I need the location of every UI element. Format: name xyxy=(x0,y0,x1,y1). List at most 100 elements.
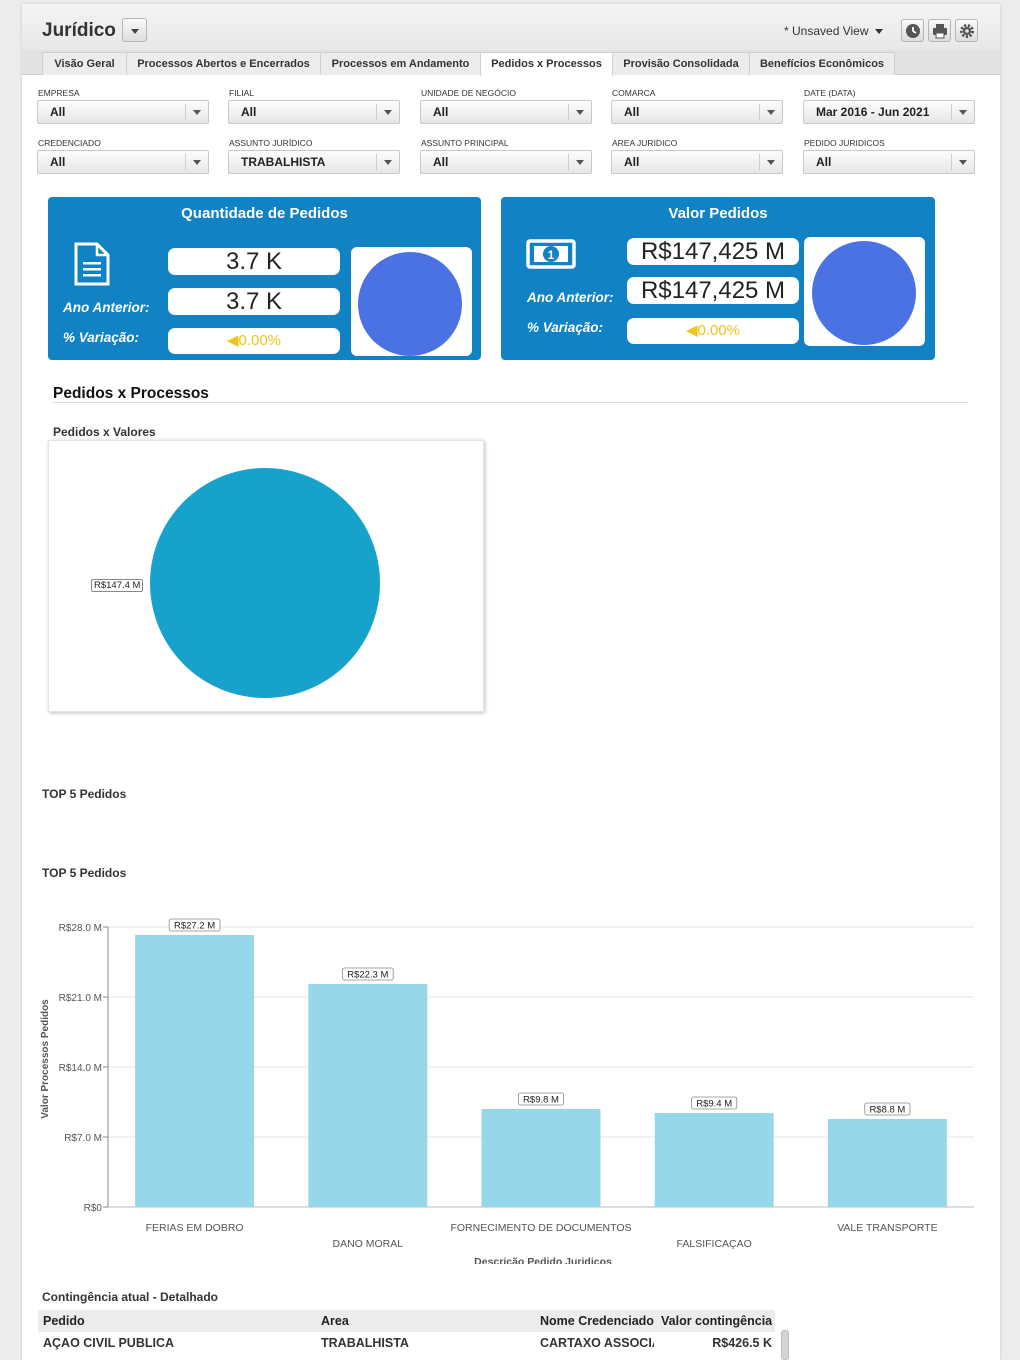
bar-value-label: R$9.4 M xyxy=(696,1099,732,1110)
column-header-valor[interactable]: Valor contingência xyxy=(661,1314,773,1328)
y-tick-label: R$28.0 M xyxy=(59,923,102,934)
header-bar: Jurídico * Unsaved View xyxy=(22,4,1000,50)
chevron-down-icon xyxy=(576,160,584,165)
filter-assunto-juridico[interactable]: TRABALHISTA xyxy=(228,150,400,174)
top5-title-2: TOP 5 Pedidos xyxy=(42,866,127,880)
filter-filial[interactable]: All xyxy=(228,100,400,124)
filter-assunto-principal[interactable]: All xyxy=(420,150,592,174)
table-cell-credenciado: CARTAXO ASSOCIA xyxy=(540,1336,654,1350)
y-tick-label: R$0 xyxy=(84,1203,103,1214)
pie-chart-title: Pedidos x Valores xyxy=(53,425,156,439)
x-tick-label: VALE TRANSPORTE xyxy=(837,1222,937,1234)
tab-visao-geral[interactable]: Visão Geral xyxy=(42,52,127,75)
filter-value: All xyxy=(433,105,449,119)
pie-chart[interactable] xyxy=(49,441,485,713)
filter-pedido-juridicos[interactable]: All xyxy=(803,150,975,174)
filter-comarca[interactable]: All xyxy=(611,100,783,124)
filter-label-comarca: COMARCA xyxy=(612,88,656,98)
filter-value: All xyxy=(433,155,449,169)
kpi-circle-chart xyxy=(358,252,462,356)
tab-provisao-consolidada[interactable]: Provisão Consolidada xyxy=(612,52,750,75)
filter-value: All xyxy=(241,105,257,119)
kpi-circle-chart xyxy=(812,241,916,345)
bar-chart[interactable]: R$0 R$7.0 M R$14.0 M R$21.0 M R$28.0 M R$27.2… xyxy=(22,904,1000,1264)
title-menu-button[interactable] xyxy=(122,18,147,42)
column-header-credenciado[interactable]: Nome Credenciado xyxy=(540,1314,654,1328)
x-axis-label: Descrição Pedido Juridicos xyxy=(474,1256,612,1264)
tab-processos-em-andamento[interactable]: Processos em Andamento xyxy=(320,52,481,75)
bar[interactable] xyxy=(827,1119,947,1207)
filter-unidade-negocio[interactable]: All xyxy=(420,100,592,124)
gear-icon xyxy=(960,24,974,38)
bar[interactable] xyxy=(135,935,255,1207)
table-title: Contingência atual - Detalhado xyxy=(42,1290,219,1304)
table-scrollbar[interactable] xyxy=(781,1330,789,1360)
table-cell-pedido: AÇAO CIVIL PUBLICA xyxy=(43,1336,175,1350)
tab-processos-abertos-encerrados[interactable]: Processos Abertos e Encerrados xyxy=(126,52,321,75)
chevron-down-icon xyxy=(959,110,967,115)
column-header-area[interactable]: Area xyxy=(321,1314,349,1328)
kpi-title: Valor Pedidos xyxy=(668,205,768,222)
filter-label-assunto-juridico: ASSUNTO JURÍDICO xyxy=(229,138,313,148)
bar-value-label: R$8.8 M xyxy=(869,1105,905,1116)
tab-beneficios-economicos[interactable]: Benefícios Econômicos xyxy=(749,52,895,75)
svg-text:1: 1 xyxy=(548,248,555,262)
filter-label-empresa: EMPRESA xyxy=(38,88,80,98)
filter-credenciado[interactable]: All xyxy=(37,150,209,174)
print-button[interactable] xyxy=(928,19,951,42)
history-button[interactable] xyxy=(901,19,924,42)
filter-value: All xyxy=(624,105,640,119)
bar-value-label-box xyxy=(168,918,221,932)
bar[interactable] xyxy=(481,1109,601,1207)
filter-value: All xyxy=(50,155,66,169)
filter-label-filial: FILIAL xyxy=(229,88,255,98)
filter-label-date: DATE (DATA) xyxy=(804,88,856,98)
chevron-down-icon xyxy=(193,110,201,115)
chevron-down-icon xyxy=(131,29,139,34)
kpi-previous-value: 3.7 K xyxy=(168,288,340,315)
filter-label-credenciado: CREDENCIADO xyxy=(38,138,101,148)
chevron-down-icon xyxy=(874,29,883,35)
kpi-variation-value: ◀0.00% xyxy=(627,318,799,344)
clock-icon xyxy=(906,24,920,38)
kpi-previous-value: R$147,425 M xyxy=(627,277,799,304)
view-selector[interactable]: * Unsaved View xyxy=(784,24,883,38)
tab-pedidos-x-processos[interactable]: Pedidos x Processos xyxy=(480,52,613,76)
table-cell-valor: R$426.5 K xyxy=(712,1336,772,1350)
kpi-previous-label: Ano Anterior: xyxy=(63,300,150,315)
filter-empresa[interactable]: All xyxy=(37,100,209,124)
column-header-pedido[interactable]: Pedido xyxy=(43,1314,85,1328)
kpi-variation-label: % Variação: xyxy=(527,320,604,335)
top5-title-1: TOP 5 Pedidos xyxy=(42,787,127,801)
chevron-down-icon xyxy=(576,110,584,115)
dashboard-title: Jurídico xyxy=(42,20,116,41)
bar-value-label: R$9.8 M xyxy=(523,1095,559,1106)
pie-chart-panel: R$147.4 M xyxy=(48,440,484,712)
chevron-down-icon xyxy=(959,160,967,165)
tab-bar: Visão Geral Processos Abertos e Encerrad… xyxy=(22,50,1000,76)
filter-area-juridico[interactable]: All xyxy=(611,150,783,174)
bar-value-label: R$27.2 M xyxy=(174,921,215,932)
pie-slice-label: R$147.4 M xyxy=(91,579,144,592)
y-tick-label: R$21.0 M xyxy=(59,993,102,1004)
filter-value: TRABALHISTA xyxy=(241,155,326,169)
bar[interactable] xyxy=(654,1113,774,1207)
section-title: Pedidos x Processos xyxy=(53,385,209,402)
filter-label-unidade: UNIDADE DE NEGÓCIO xyxy=(421,88,516,98)
document-icon xyxy=(74,242,110,286)
filter-date[interactable]: Mar 2016 - Jun 2021 xyxy=(803,100,975,124)
kpi-card-quantidade: Quantidade de Pedidos 3.7 K Ano Anterior… xyxy=(48,197,481,360)
bar[interactable] xyxy=(308,984,428,1207)
chevron-down-icon xyxy=(384,160,392,165)
x-tick-label: FORNECIMENTO DE DOCUMENTOS xyxy=(450,1222,631,1234)
pie-slice[interactable] xyxy=(150,468,380,698)
filter-label-assunto-principal: ASSUNTO PRINCIPAL xyxy=(421,138,509,148)
kpi-title: Quantidade de Pedidos xyxy=(181,205,348,222)
kpi-card-valor: Valor Pedidos 1 R$147,425 M Ano Anterior… xyxy=(501,197,935,360)
filter-value: All xyxy=(816,155,832,169)
x-tick-label: DANO MORAL xyxy=(333,1238,404,1250)
settings-button[interactable] xyxy=(955,19,978,42)
y-tick-label: R$14.0 M xyxy=(59,1063,102,1074)
y-tick-label: R$7.0 M xyxy=(64,1133,102,1144)
kpi-variation-value: ◀0.00% xyxy=(168,328,340,354)
